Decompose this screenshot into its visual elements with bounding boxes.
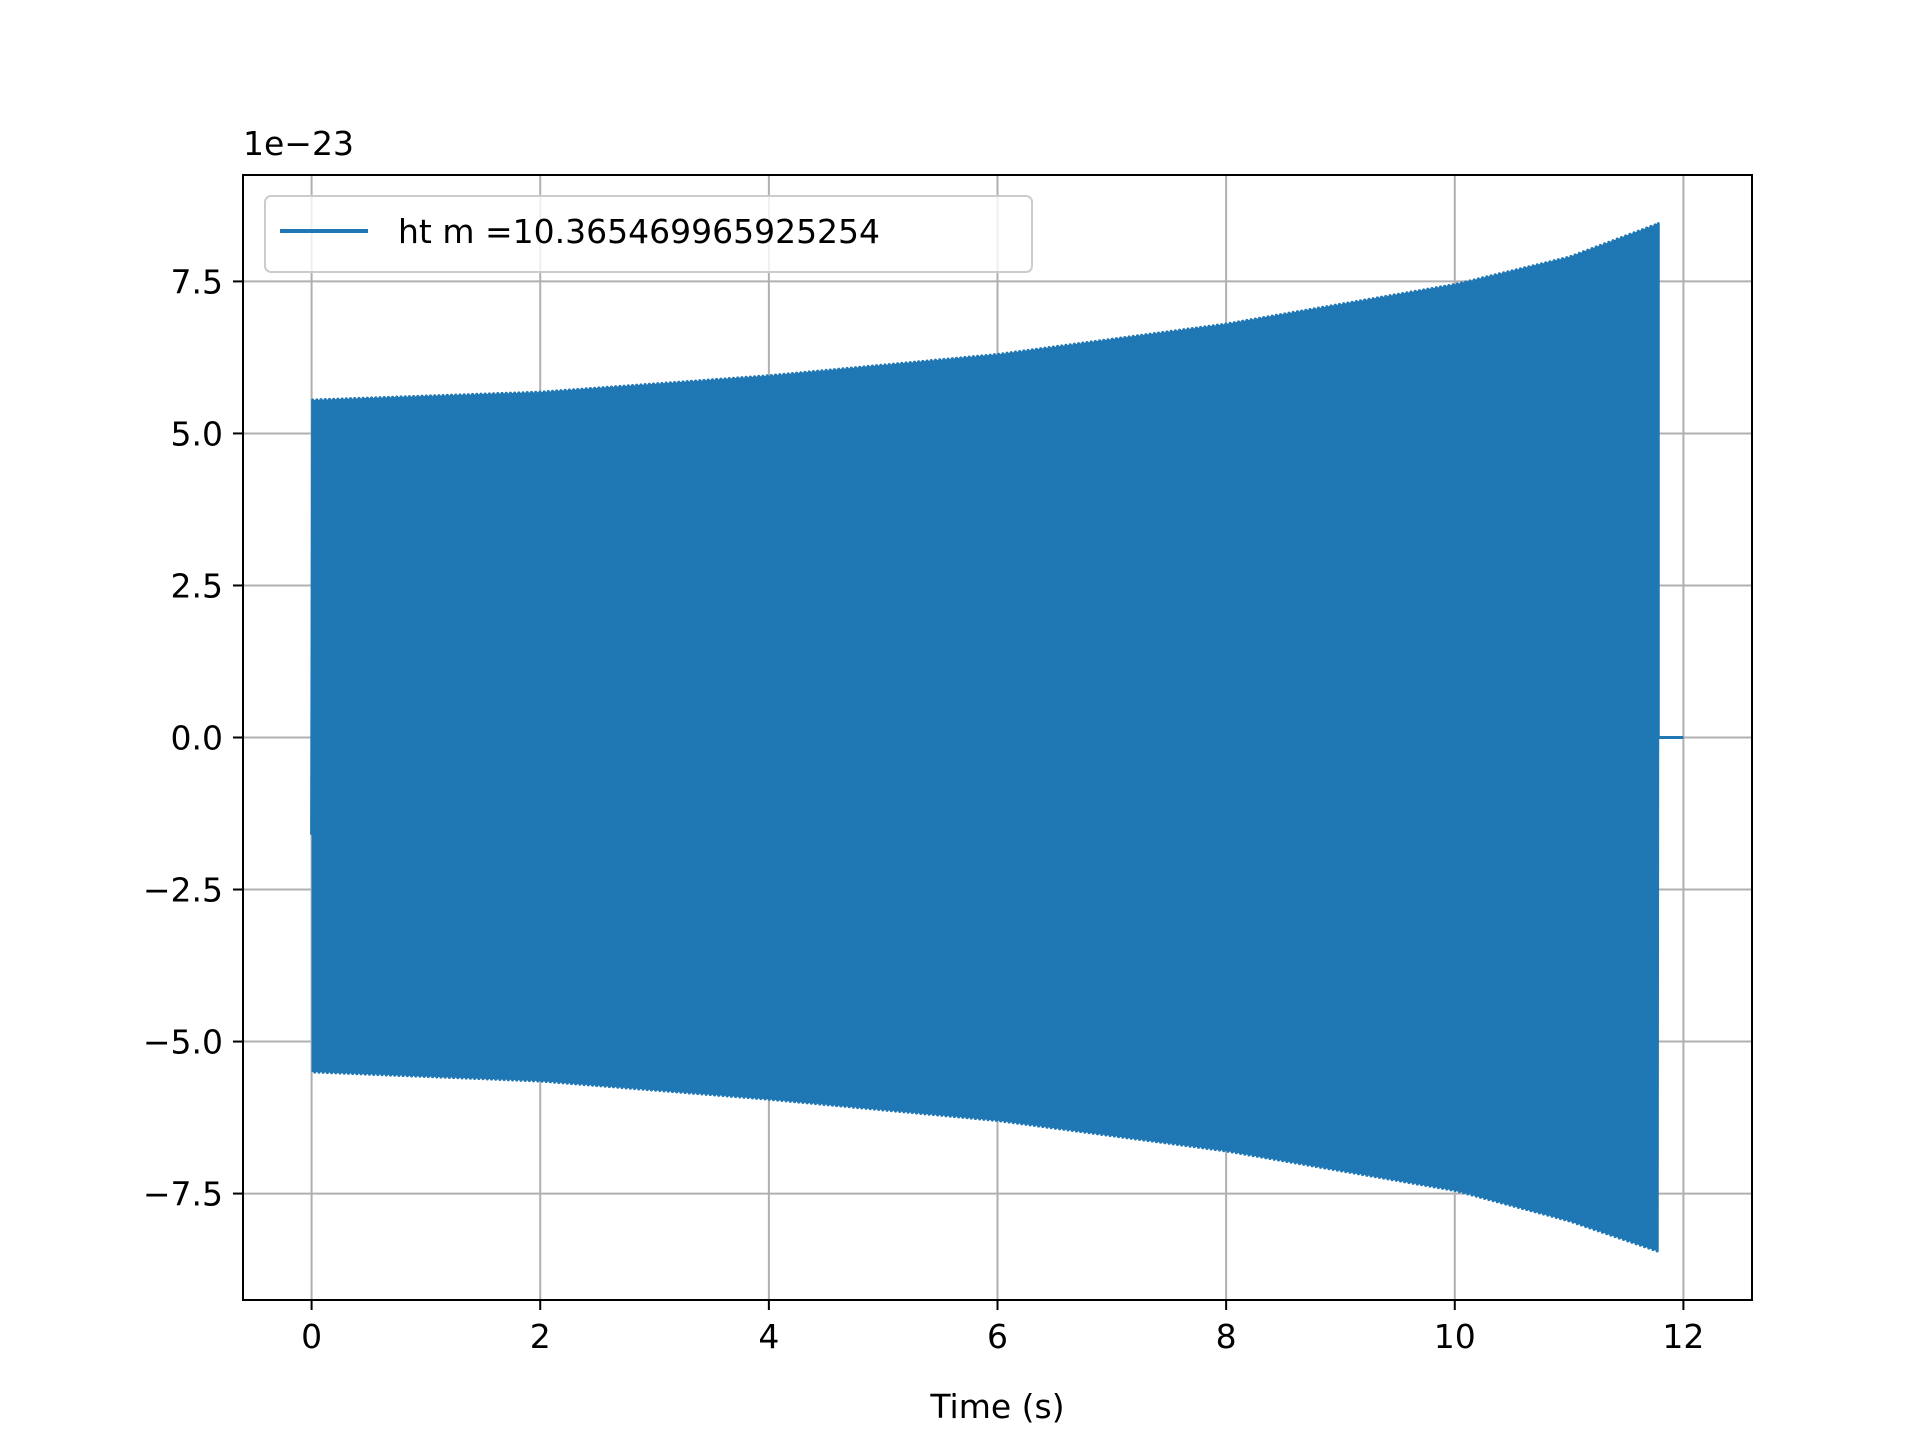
- y-tick-label: −5.0: [143, 1023, 223, 1062]
- ticks: 0 2 4 6 8 10 12 −7.5 −5.0 −2.5 0.0 2.5 5.0 7.5: [143, 262, 1705, 1356]
- series-line: [310, 222, 1684, 1253]
- y-tick-label: 5.0: [171, 414, 223, 453]
- x-axis-label: Time (s): [929, 1387, 1064, 1426]
- x-tick-label: 12: [1662, 1317, 1704, 1356]
- x-tick-label: 4: [758, 1317, 779, 1356]
- x-tick-label: 8: [1216, 1317, 1237, 1356]
- y-tick-label: −2.5: [143, 871, 223, 910]
- y-tick-label: 2.5: [171, 566, 223, 605]
- legend-label: ht m =10.365469965925254: [398, 212, 880, 251]
- y-tick-label: 7.5: [171, 262, 223, 301]
- x-tick-label: 6: [987, 1317, 1008, 1356]
- series-layer: [310, 222, 1684, 1253]
- x-tick-label: 10: [1434, 1317, 1476, 1356]
- legend-box: [264, 195, 1033, 273]
- legend: ht m =10.365469965925254: [264, 195, 1033, 273]
- y-tick-label: −7.5: [143, 1175, 223, 1214]
- y-tick-label: 0.0: [171, 719, 223, 758]
- x-tick-label: 2: [530, 1317, 551, 1356]
- y-scale-label: 1e−23: [243, 124, 354, 163]
- x-tick-label: 0: [301, 1317, 322, 1356]
